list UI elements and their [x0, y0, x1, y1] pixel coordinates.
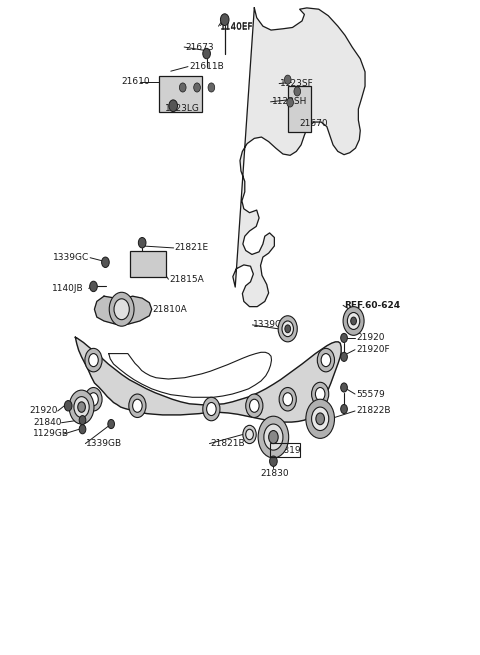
Circle shape: [89, 393, 98, 405]
Text: 21821E: 21821E: [175, 244, 209, 252]
Text: 1339GB: 1339GB: [86, 439, 122, 448]
Circle shape: [321, 354, 331, 367]
Circle shape: [264, 424, 283, 450]
Text: 1140JB: 1140JB: [51, 284, 83, 293]
Circle shape: [108, 419, 115, 428]
Polygon shape: [233, 8, 365, 307]
Circle shape: [69, 390, 94, 424]
Circle shape: [269, 430, 278, 443]
Text: 1140EF: 1140EF: [219, 22, 253, 31]
Circle shape: [341, 404, 348, 413]
Circle shape: [341, 352, 348, 362]
Circle shape: [258, 416, 288, 458]
Circle shape: [341, 383, 348, 392]
Text: 1140EF: 1140EF: [219, 23, 253, 32]
Circle shape: [306, 400, 335, 438]
Polygon shape: [95, 296, 152, 324]
Circle shape: [284, 75, 291, 84]
Circle shape: [279, 388, 296, 411]
Circle shape: [220, 14, 229, 26]
Circle shape: [194, 83, 200, 92]
Text: 1339GB: 1339GB: [253, 320, 289, 329]
Circle shape: [180, 83, 186, 92]
Text: 21830: 21830: [261, 469, 289, 478]
Circle shape: [79, 415, 86, 424]
Text: 1339GC: 1339GC: [53, 253, 89, 262]
Circle shape: [317, 348, 335, 372]
Circle shape: [85, 348, 102, 372]
Text: 21815A: 21815A: [169, 274, 204, 284]
FancyBboxPatch shape: [288, 86, 311, 132]
Text: 1123SH: 1123SH: [272, 98, 307, 106]
Polygon shape: [109, 352, 272, 398]
Circle shape: [348, 312, 360, 329]
Text: 21670: 21670: [299, 119, 328, 128]
Circle shape: [109, 292, 134, 326]
Circle shape: [102, 257, 109, 267]
Text: 1129GB: 1129GB: [33, 429, 69, 438]
Circle shape: [90, 281, 97, 291]
Circle shape: [316, 413, 324, 424]
Circle shape: [287, 98, 293, 107]
Polygon shape: [75, 337, 341, 422]
Circle shape: [282, 321, 293, 337]
Circle shape: [312, 407, 329, 430]
FancyBboxPatch shape: [130, 251, 166, 277]
Circle shape: [79, 424, 86, 434]
Circle shape: [285, 325, 290, 333]
Circle shape: [85, 388, 102, 411]
Circle shape: [208, 83, 215, 92]
Text: 21821B: 21821B: [210, 439, 245, 448]
Text: 21819: 21819: [273, 445, 301, 455]
Circle shape: [64, 401, 72, 411]
Text: 1123LG: 1123LG: [165, 104, 200, 113]
Circle shape: [315, 388, 325, 401]
Circle shape: [341, 333, 348, 343]
Circle shape: [246, 429, 253, 440]
Circle shape: [203, 48, 210, 59]
Circle shape: [246, 394, 263, 417]
Text: 21920F: 21920F: [356, 345, 390, 354]
Text: 1123SF: 1123SF: [280, 79, 314, 88]
Circle shape: [89, 354, 98, 367]
Text: 21610: 21610: [121, 77, 150, 86]
Circle shape: [351, 317, 357, 325]
Circle shape: [78, 402, 85, 412]
Circle shape: [250, 400, 259, 412]
Text: 21611B: 21611B: [189, 62, 224, 71]
Circle shape: [312, 383, 329, 405]
Circle shape: [132, 400, 142, 412]
Circle shape: [283, 393, 292, 405]
Text: 21920: 21920: [356, 333, 384, 343]
Circle shape: [129, 394, 146, 417]
Circle shape: [343, 307, 364, 335]
Circle shape: [270, 456, 277, 466]
Circle shape: [114, 299, 129, 320]
Circle shape: [138, 238, 146, 248]
Circle shape: [203, 398, 220, 421]
Text: 21822B: 21822B: [356, 407, 390, 415]
Text: 21920: 21920: [29, 407, 58, 415]
Circle shape: [74, 397, 89, 417]
Circle shape: [206, 403, 216, 415]
Circle shape: [278, 316, 297, 342]
Text: 55579: 55579: [356, 390, 384, 398]
Text: 21810A: 21810A: [152, 305, 187, 314]
Text: REF.60-624: REF.60-624: [344, 301, 400, 310]
Text: 21673: 21673: [185, 43, 214, 52]
FancyBboxPatch shape: [159, 77, 202, 112]
Text: 21840: 21840: [33, 419, 61, 427]
Circle shape: [294, 87, 300, 96]
Circle shape: [243, 425, 256, 443]
Circle shape: [169, 100, 178, 111]
